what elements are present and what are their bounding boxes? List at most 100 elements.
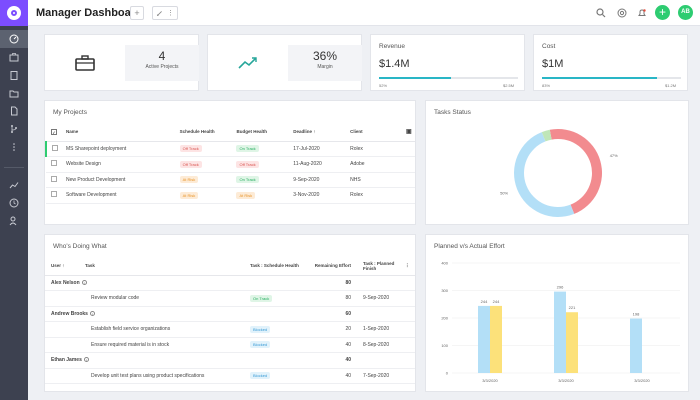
donut-slice[interactable] [541,129,552,142]
planned-finish-cell: 1-Sep-2020 [355,321,405,338]
slice-label: 50% [500,190,508,195]
table-row[interactable]: Establish field service organizations Blo… [45,321,415,338]
sidebar-item-portfolio[interactable] [0,48,28,66]
sidebar-item-tasks[interactable] [0,66,28,84]
column-header-user[interactable]: User ↑ [45,257,85,276]
more-vertical-icon[interactable]: ⋮ [405,262,410,268]
row-checkbox[interactable] [51,160,57,167]
active-projects-value: 4 [158,49,166,63]
sort-asc-icon: ↑ [62,263,65,269]
document-icon [11,106,18,116]
sidebar-item-folders[interactable] [0,84,28,102]
margin-value: 36% [312,49,338,63]
column-header-client[interactable]: Client [350,123,406,142]
folder-icon [9,90,19,98]
table-row[interactable]: Website Design Off Track Off Track 11-Aug-2… [46,156,415,173]
briefcase-icon [9,53,19,62]
user-name: Alex Nelson [51,279,80,286]
schedule-health-cell: Off Track [179,141,237,157]
column-header-budget-health[interactable]: Budget Health [236,123,294,142]
budget-health-cell: Off Track [236,156,294,173]
status-badge: Off Track [179,145,202,153]
app-logo[interactable] [0,0,28,26]
column-header-name[interactable]: Name [65,123,180,142]
row-checkbox[interactable] [51,191,57,198]
quick-add-button[interactable]: + [655,5,670,20]
group-row[interactable]: Alex Nelson i 80 [45,275,415,291]
table-row[interactable]: MS Sharepoint deployment Off Track On Trac… [45,141,415,157]
cost-card: Cost $1M 83% $1.2M [533,34,688,91]
table-row[interactable]: Review modular code On Track 80 9-Sep-2020 [45,290,415,307]
column-header-task-health[interactable]: Task : Schedule Health [250,257,308,276]
bar[interactable] [490,305,502,373]
y-tick-label: 100 [441,343,448,348]
bar[interactable] [630,318,642,373]
project-name[interactable]: Website Design [65,156,180,173]
planned-finish-cell: 9-Sep-2020 [355,290,405,307]
sidebar-item-reports[interactable] [0,176,28,194]
deadline-cell: 17-Jul-2020 [293,141,351,157]
x-tick-label: 3/3/2020 [482,378,498,383]
donut-slice[interactable] [549,129,602,214]
avatar[interactable]: AB [678,5,693,20]
cost-progress-high: $1.2M [665,83,677,88]
table-row[interactable]: Software Development At Risk At Risk 3-Nov-… [46,187,415,204]
column-header-task[interactable]: Task [85,257,250,276]
info-icon[interactable]: i [89,310,95,316]
info-icon[interactable]: i [81,279,87,285]
sidebar-item-dashboard[interactable] [0,30,28,48]
info-icon[interactable]: i [83,357,89,363]
add-dashboard-button[interactable]: + [130,6,144,20]
status-badge: Blocked [250,325,271,333]
table-row[interactable]: New Product Development At Risk On Track 9-… [46,172,415,188]
calendar-icon[interactable]: ▣ [405,129,412,136]
column-header-schedule-health[interactable]: Schedule Health [179,123,237,142]
sidebar-item-users[interactable] [0,212,28,230]
project-name[interactable]: New Product Development [65,172,180,188]
row-checkbox[interactable] [51,175,57,182]
budget-health-cell: On Track [236,141,294,157]
tasks-status-donut: 47% 50% [500,129,618,217]
user-name: Andrew Brooks [51,310,88,317]
column-header-deadline[interactable]: Deadline ↑ [293,123,351,142]
revenue-title: Revenue [379,43,406,50]
column-header-remaining-effort[interactable]: Remaining Effort [308,257,355,276]
donut-slice[interactable] [514,132,575,217]
bar[interactable] [554,291,566,373]
status-badge: Off Track [179,160,202,168]
table-row[interactable]: Ensure required material is in stock Bloc… [45,337,415,353]
support-icon[interactable] [617,8,627,18]
column-header-planned-finish[interactable]: Task : Planned Finish [355,257,405,276]
bar[interactable] [566,312,578,373]
bar[interactable] [478,305,490,373]
group-row[interactable]: Andrew Brooks i 60 [45,306,415,322]
client-cell: Adobe [350,156,406,173]
client-cell: NHS [350,172,406,188]
project-name[interactable]: Software Development [65,187,180,204]
plus-icon: + [134,8,140,18]
row-checkbox[interactable] [52,144,58,151]
notification-bell-icon[interactable] [637,8,647,18]
clock-icon [9,198,19,208]
task-name[interactable]: Establish field service organizations [85,321,250,338]
project-name[interactable]: MS Sharepoint deployment [65,141,180,157]
select-all-checkbox[interactable]: ✓ [51,128,57,135]
sidebar-item-more[interactable] [0,138,28,156]
remaining-effort-total: 60 [308,306,355,322]
trend-up-icon [238,57,257,69]
group-row[interactable]: Ethan James i 40 [45,352,415,369]
status-badge: At Risk [179,176,199,184]
table-row[interactable]: Develop unit test plans using product sp… [45,368,415,384]
cost-value: $1M [542,58,564,70]
sidebar-item-workflow[interactable] [0,120,28,138]
sidebar-item-documents[interactable] [0,102,28,120]
deadline-cell: 3-Nov-2020 [293,187,351,204]
task-name[interactable]: Ensure required material is in stock [85,337,250,353]
task-name[interactable]: Develop unit test plans using product sp… [85,368,250,384]
task-name[interactable]: Review modular code [85,290,250,307]
y-tick-label: 0 [446,371,449,376]
deadline-cell: 11-Aug-2020 [293,156,351,173]
search-icon[interactable] [596,8,606,18]
sidebar-item-timesheet[interactable] [0,194,28,212]
edit-dashboard-button[interactable]: ⋮ [152,6,178,20]
